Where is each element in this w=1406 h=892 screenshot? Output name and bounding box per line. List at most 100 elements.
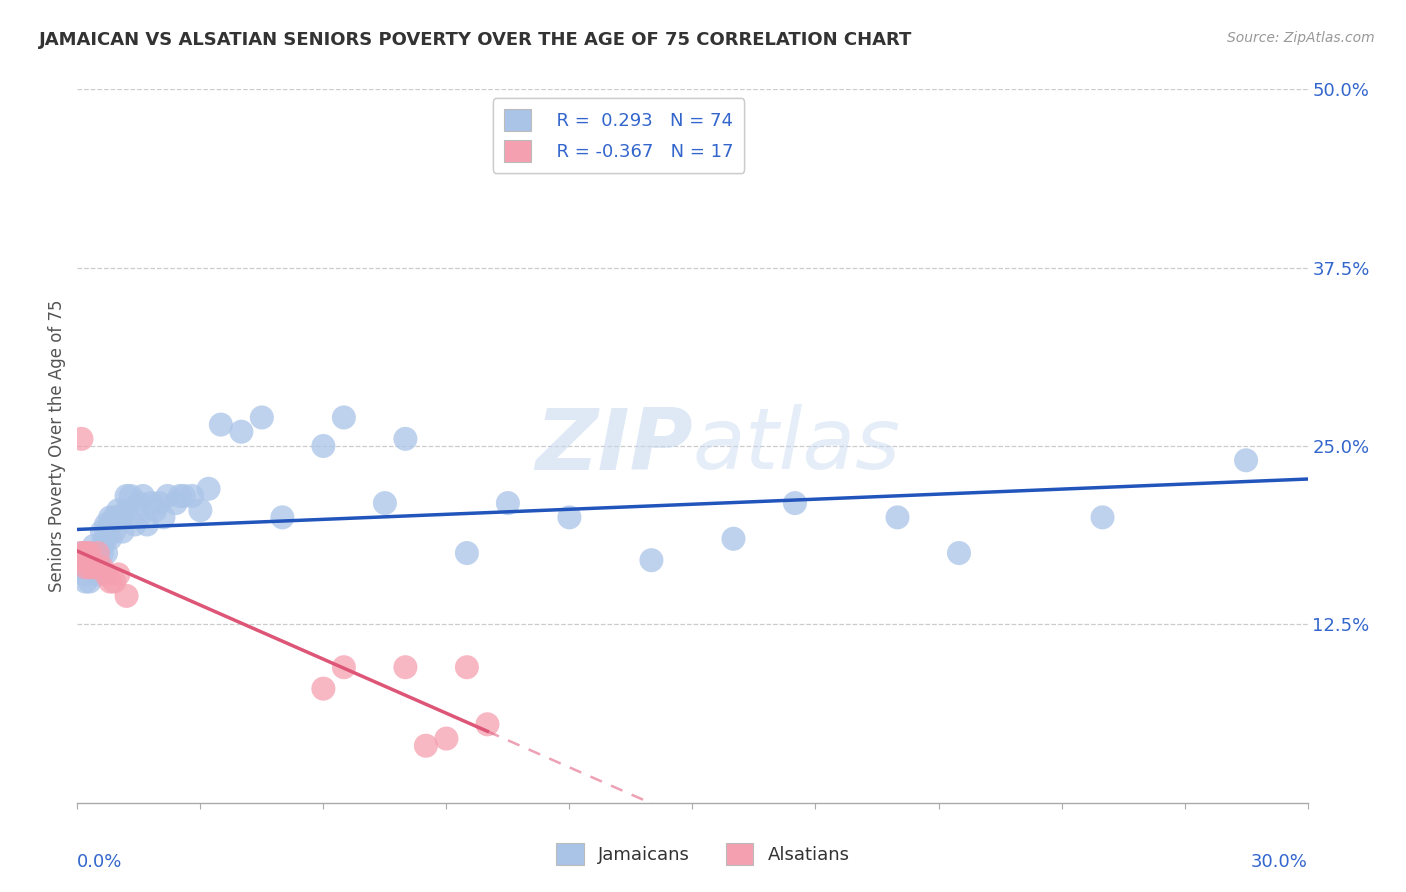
Point [169, 489, 191, 503]
Point [496, 496, 519, 510]
Point [128, 496, 150, 510]
Point [394, 432, 416, 446]
Point [333, 410, 356, 425]
Text: 30.0%: 30.0% [1251, 853, 1308, 871]
Point [783, 496, 806, 510]
Point [156, 489, 179, 503]
Point [75, 560, 97, 574]
Point [87, 560, 110, 574]
Text: ZIP: ZIP [534, 404, 693, 488]
Point [79, 574, 101, 589]
Point [90, 546, 114, 560]
Text: JAMAICAN VS ALSATIAN SENIORS POVERTY OVER THE AGE OF 75 CORRELATION CHART: JAMAICAN VS ALSATIAN SENIORS POVERTY OVE… [39, 31, 912, 49]
Point [87, 560, 110, 574]
Point [103, 524, 125, 539]
Point [415, 739, 437, 753]
Point [1234, 453, 1257, 467]
Point [128, 510, 150, 524]
Point [83, 553, 105, 567]
Point [98, 510, 121, 524]
Point [70, 553, 93, 567]
Point [333, 660, 356, 674]
Point [456, 660, 478, 674]
Point [94, 567, 117, 582]
Point [1091, 510, 1114, 524]
Point [312, 439, 335, 453]
Y-axis label: Seniors Poverty Over the Age of 75: Seniors Poverty Over the Age of 75 [48, 300, 66, 592]
Text: 0.0%: 0.0% [77, 853, 122, 871]
Point [640, 553, 662, 567]
Point [197, 482, 219, 496]
Point [558, 510, 581, 524]
Point [83, 560, 105, 574]
Point [374, 496, 396, 510]
Point [79, 560, 101, 574]
Point [886, 510, 908, 524]
Point [79, 546, 101, 560]
Point [250, 410, 273, 425]
Point [107, 567, 129, 582]
Point [70, 546, 93, 560]
Point [79, 560, 101, 574]
Point [111, 510, 134, 524]
Point [394, 660, 416, 674]
Point [75, 546, 97, 560]
Point [98, 517, 121, 532]
Point [209, 417, 232, 432]
Point [436, 731, 458, 746]
Point [87, 567, 110, 582]
Point [271, 510, 294, 524]
Point [107, 503, 129, 517]
Point [143, 503, 166, 517]
Point [70, 560, 93, 574]
Point [115, 489, 138, 503]
Point [115, 503, 138, 517]
Legend:   R =  0.293   N = 74,   R = -0.367   N = 17: R = 0.293 N = 74, R = -0.367 N = 17 [492, 98, 745, 173]
Point [75, 546, 97, 560]
Point [98, 532, 121, 546]
Point [79, 546, 101, 560]
Text: atlas: atlas [693, 404, 900, 488]
Point [94, 532, 117, 546]
Point [188, 503, 212, 517]
Point [98, 574, 121, 589]
Point [120, 489, 142, 503]
Point [70, 553, 93, 567]
Point [124, 517, 146, 532]
Point [75, 560, 97, 574]
Point [477, 717, 499, 731]
Point [948, 546, 970, 560]
Point [83, 546, 105, 560]
Point [83, 539, 105, 553]
Point [90, 539, 114, 553]
Point [87, 546, 110, 560]
Point [136, 517, 159, 532]
Text: Source: ZipAtlas.com: Source: ZipAtlas.com [1227, 31, 1375, 45]
Point [103, 574, 125, 589]
Point [456, 546, 478, 560]
Point [165, 496, 187, 510]
Point [111, 524, 134, 539]
Point [79, 560, 101, 574]
Point [115, 589, 138, 603]
Point [107, 510, 129, 524]
Point [70, 432, 93, 446]
Point [103, 510, 125, 524]
Point [132, 489, 155, 503]
Point [70, 546, 93, 560]
Point [87, 546, 110, 560]
Point [148, 496, 170, 510]
Point [231, 425, 253, 439]
Point [312, 681, 335, 696]
Point [94, 524, 117, 539]
Legend: Jamaicans, Alsatians: Jamaicans, Alsatians [550, 836, 856, 872]
Point [75, 546, 97, 560]
Point [141, 496, 163, 510]
Point [173, 489, 195, 503]
Point [723, 532, 745, 546]
Point [79, 553, 101, 567]
Point [75, 574, 97, 589]
Point [181, 489, 204, 503]
Point [152, 510, 174, 524]
Point [94, 546, 117, 560]
